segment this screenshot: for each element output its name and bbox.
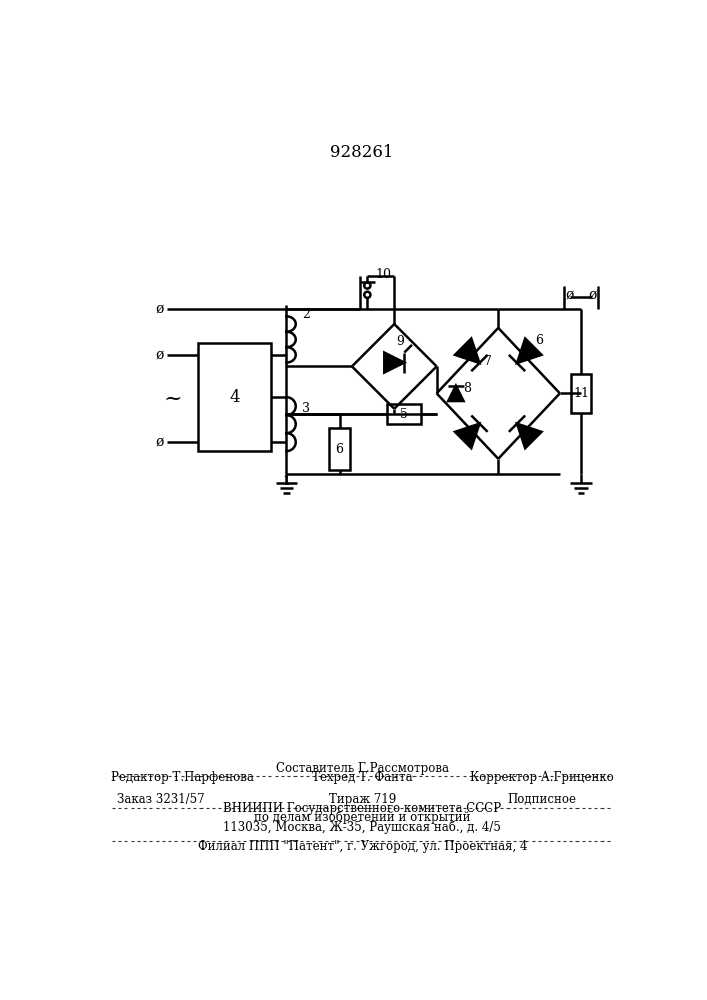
Bar — [387, 404, 421, 424]
Polygon shape — [455, 339, 479, 363]
Text: Корректор А.Гриценко: Корректор А.Гриценко — [470, 771, 614, 784]
Text: 6: 6 — [535, 334, 543, 347]
Text: 928261: 928261 — [330, 144, 394, 161]
Text: 3: 3 — [302, 402, 310, 415]
Text: 11: 11 — [573, 387, 589, 400]
Text: ~: ~ — [164, 388, 182, 410]
Text: Тираж 719: Тираж 719 — [329, 793, 396, 806]
Text: ø: ø — [156, 435, 163, 449]
Text: Подписное: Подписное — [508, 793, 576, 806]
Text: ø: ø — [588, 288, 597, 302]
Polygon shape — [517, 424, 542, 448]
Text: ВНИИПИ Государственного комитета СССР: ВНИИПИ Государственного комитета СССР — [223, 802, 501, 815]
Text: Составитель Г.Рассмотрова: Составитель Г.Рассмотрова — [276, 762, 449, 775]
Bar — [329, 428, 351, 470]
Text: Редактор Т.Парфенова: Редактор Т.Парфенова — [111, 771, 254, 784]
Text: 10: 10 — [375, 267, 391, 280]
Text: ø: ø — [156, 348, 163, 362]
Text: 2: 2 — [302, 308, 310, 321]
Bar — [571, 374, 590, 413]
Polygon shape — [385, 353, 404, 373]
Text: Филиал ППП "Патент", г. Ужгород, ул. Проектная, 4: Филиал ППП "Патент", г. Ужгород, ул. Про… — [197, 840, 527, 853]
Text: 113035, Москва, Ж-35, Раушская наб., д. 4/5: 113035, Москва, Ж-35, Раушская наб., д. … — [223, 820, 501, 834]
Text: Заказ 3231/57: Заказ 3231/57 — [117, 793, 205, 806]
Polygon shape — [517, 339, 542, 363]
Text: 5: 5 — [400, 408, 408, 421]
Text: Техред Т. Фанта: Техред Т. Фанта — [312, 771, 413, 784]
Text: 7: 7 — [484, 355, 492, 368]
Text: ø: ø — [156, 302, 163, 316]
Text: 6: 6 — [336, 443, 344, 456]
Text: 8: 8 — [462, 382, 471, 395]
Text: 9: 9 — [397, 335, 404, 348]
Polygon shape — [455, 424, 479, 448]
Bar — [198, 343, 271, 451]
Text: 1: 1 — [283, 475, 291, 488]
Text: по делам изобретений и открытий: по делам изобретений и открытий — [254, 811, 471, 824]
Text: 4: 4 — [229, 389, 240, 406]
Text: ø: ø — [566, 288, 573, 302]
Polygon shape — [448, 386, 464, 401]
